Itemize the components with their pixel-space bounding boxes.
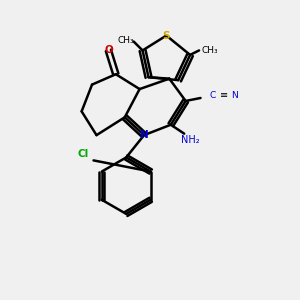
Text: S: S xyxy=(163,31,170,40)
Text: Cl: Cl xyxy=(77,149,89,160)
Text: ≡: ≡ xyxy=(220,90,228,100)
Text: CH₃: CH₃ xyxy=(118,35,134,44)
Text: C: C xyxy=(209,91,215,100)
Text: O: O xyxy=(104,45,113,56)
Text: N: N xyxy=(231,91,238,100)
Text: NH₂: NH₂ xyxy=(181,135,200,145)
Text: N: N xyxy=(140,130,148,140)
Text: CH₃: CH₃ xyxy=(201,46,218,55)
